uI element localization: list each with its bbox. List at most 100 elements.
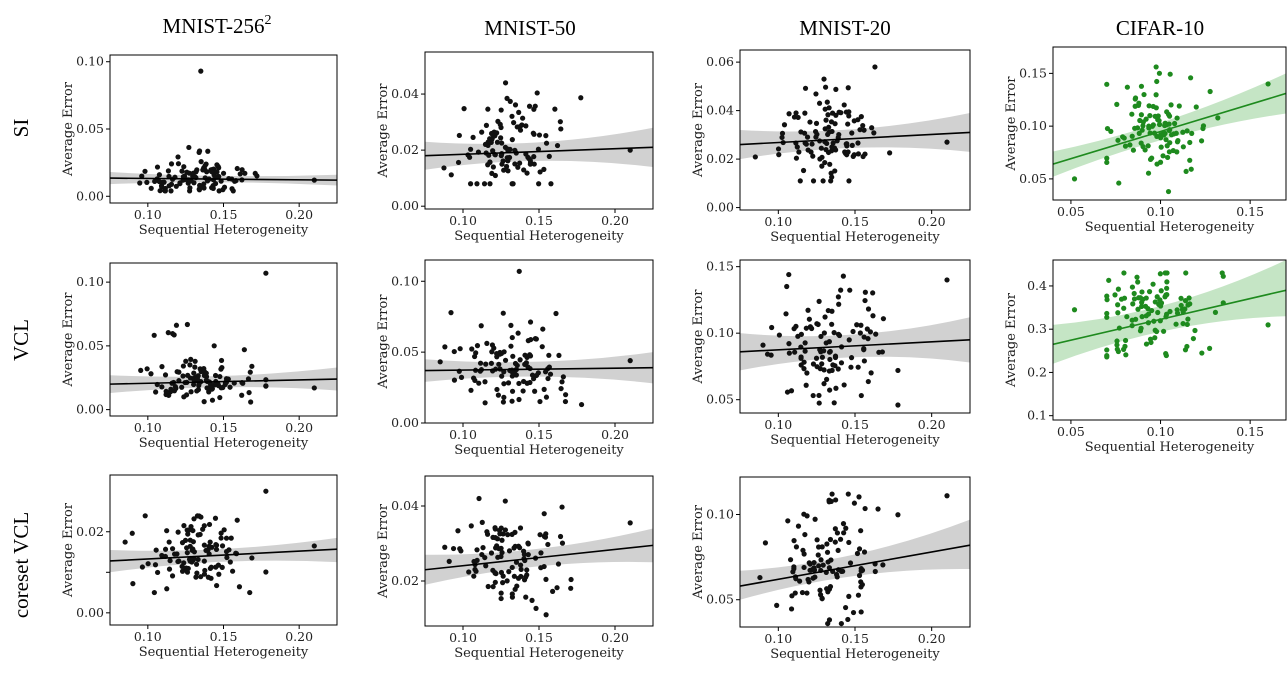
x-tick-label: 0.10 (449, 427, 477, 442)
data-point (501, 394, 507, 400)
data-point (861, 127, 867, 133)
data-point (156, 178, 162, 185)
data-point (880, 316, 887, 322)
data-point (1138, 325, 1144, 331)
data-point (862, 289, 868, 295)
regression-line (1053, 92, 1286, 165)
data-point (523, 574, 529, 580)
data-point (512, 360, 519, 367)
data-point (826, 565, 832, 571)
data-point (1104, 297, 1110, 303)
data-point (826, 617, 833, 623)
data-point (543, 140, 550, 146)
data-point (193, 574, 199, 580)
data-point (826, 368, 832, 374)
data-point (558, 126, 564, 132)
data-point (821, 76, 827, 82)
data-point (166, 173, 172, 180)
data-point (455, 159, 462, 166)
x-tick-label: 0.20 (918, 214, 946, 229)
data-point (482, 141, 489, 147)
data-point (492, 535, 498, 541)
data-point (188, 356, 194, 362)
data-point (212, 180, 219, 187)
data-point (1162, 294, 1168, 300)
data-point (230, 568, 236, 574)
data-point (1130, 147, 1137, 153)
data-point (442, 544, 448, 550)
data-point (203, 161, 209, 167)
data-point (1106, 277, 1112, 283)
data-point (492, 525, 498, 531)
data-point (455, 528, 461, 534)
data-point (828, 178, 834, 184)
data-point (179, 540, 186, 546)
data-point (824, 376, 830, 382)
data-point (174, 551, 180, 557)
data-point (478, 323, 484, 329)
data-point (796, 149, 802, 155)
y-axis-label: Average Error (1004, 292, 1019, 388)
data-point (1164, 279, 1170, 285)
data-point (562, 398, 569, 405)
x-tick-label: 0.20 (918, 631, 946, 646)
data-point (168, 161, 175, 167)
data-point (554, 142, 561, 149)
data-point (864, 326, 870, 332)
data-point (826, 105, 832, 111)
data-point (468, 523, 474, 529)
data-point (1187, 157, 1193, 163)
data-point (214, 169, 220, 175)
data-point (175, 558, 181, 565)
data-point (1139, 303, 1145, 310)
data-point (196, 187, 203, 193)
data-point (223, 376, 230, 382)
data-point (833, 112, 839, 118)
data-point (807, 119, 813, 125)
data-point (500, 310, 506, 316)
data-point (1112, 292, 1118, 298)
data-point (1130, 301, 1136, 307)
data-point (826, 349, 833, 355)
data-point (523, 594, 529, 600)
data-point (490, 164, 496, 170)
data-point (785, 518, 791, 524)
data-point (148, 371, 154, 377)
data-point (457, 346, 463, 352)
data-point (550, 588, 556, 594)
data-point (824, 541, 830, 547)
data-point (816, 563, 822, 569)
data-point (806, 560, 812, 566)
data-point (838, 287, 844, 293)
data-point (173, 183, 179, 189)
y-tick-label: 0.1 (1027, 408, 1047, 423)
confidence-band (425, 528, 653, 585)
data-point (311, 543, 317, 549)
data-point (1265, 322, 1271, 328)
data-point (499, 140, 505, 146)
data-point (198, 159, 204, 165)
plot-frame (109, 262, 338, 417)
data-point (776, 332, 782, 338)
y-tick-label: 0.04 (391, 498, 419, 513)
data-point (192, 358, 198, 364)
data-point (1164, 285, 1170, 291)
data-point (805, 147, 811, 153)
data-point (205, 148, 211, 154)
data-point (804, 590, 810, 596)
data-point (944, 493, 950, 499)
data-point (523, 123, 529, 129)
data-point (794, 144, 800, 150)
data-point (1153, 64, 1159, 70)
data-point (847, 560, 854, 566)
data-point (831, 330, 837, 336)
data-point (490, 584, 496, 590)
data-point (854, 322, 860, 328)
data-point (481, 181, 488, 187)
data-point (223, 379, 229, 386)
x-tick-label: 0.10 (134, 207, 162, 222)
data-point (559, 379, 565, 385)
data-point (499, 373, 505, 379)
data-point (505, 158, 511, 164)
x-tick-label: 0.15 (841, 214, 869, 229)
